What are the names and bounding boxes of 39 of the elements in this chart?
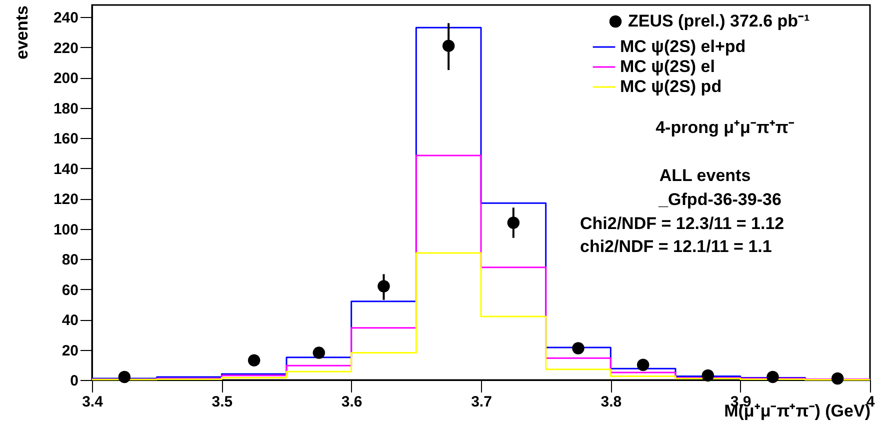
y-tick-label: 140 <box>53 160 78 178</box>
point <box>248 354 260 366</box>
y-tick-label: 240 <box>53 10 78 27</box>
point <box>312 346 326 359</box>
x-tick-label: 3.6 <box>341 394 362 410</box>
point <box>766 370 779 384</box>
annotation: ALL events <box>659 166 751 185</box>
legend-label: MC ψ(2S) el+pd <box>620 37 746 56</box>
y-tick-label: 120 <box>53 191 78 208</box>
x-tick-label: 3.7 <box>471 394 492 410</box>
point <box>507 216 520 229</box>
point <box>572 342 584 354</box>
x-tick-label: 3.8 <box>600 394 622 410</box>
legend-label: ZEUS (prel.) 372.6 pb⁻¹ <box>628 12 810 30</box>
y-tick-label: 80 <box>62 252 78 269</box>
y-tick-label: 200 <box>53 70 78 88</box>
y-tick-label: 220 <box>53 40 78 57</box>
y-tick-label: 20 <box>62 342 78 360</box>
x-tick-label: 3.5 <box>212 394 233 410</box>
annotation: _Gfpd-36-39-36 <box>658 190 782 209</box>
annotation: Chi2/NDF = 12.3/11 = 1.12 <box>580 214 784 233</box>
annotation: 4-prong μ⁺μ⁻π⁺π⁻ <box>656 118 794 137</box>
y-axis-title: events <box>12 6 32 60</box>
y-tick-label: 60 <box>62 282 78 299</box>
point <box>702 369 714 382</box>
point <box>118 370 131 384</box>
legend-label: MC ψ(2S) pd <box>620 77 722 96</box>
x-tick-label: 3.4 <box>82 394 104 410</box>
point <box>831 372 844 385</box>
point <box>442 40 455 52</box>
y-tick-label: 160 <box>53 130 78 148</box>
legend-label: MC ψ(2S) el <box>620 57 715 76</box>
y-tick-label: 40 <box>62 312 78 330</box>
annotation: chi2/NDF = 12.1/11 = 1.1 <box>580 237 772 256</box>
y-tick-label: 0 <box>70 372 78 390</box>
point <box>378 280 390 292</box>
y-tick-label: 100 <box>53 221 78 238</box>
point <box>636 358 650 371</box>
y-tick-label: 180 <box>53 100 78 118</box>
